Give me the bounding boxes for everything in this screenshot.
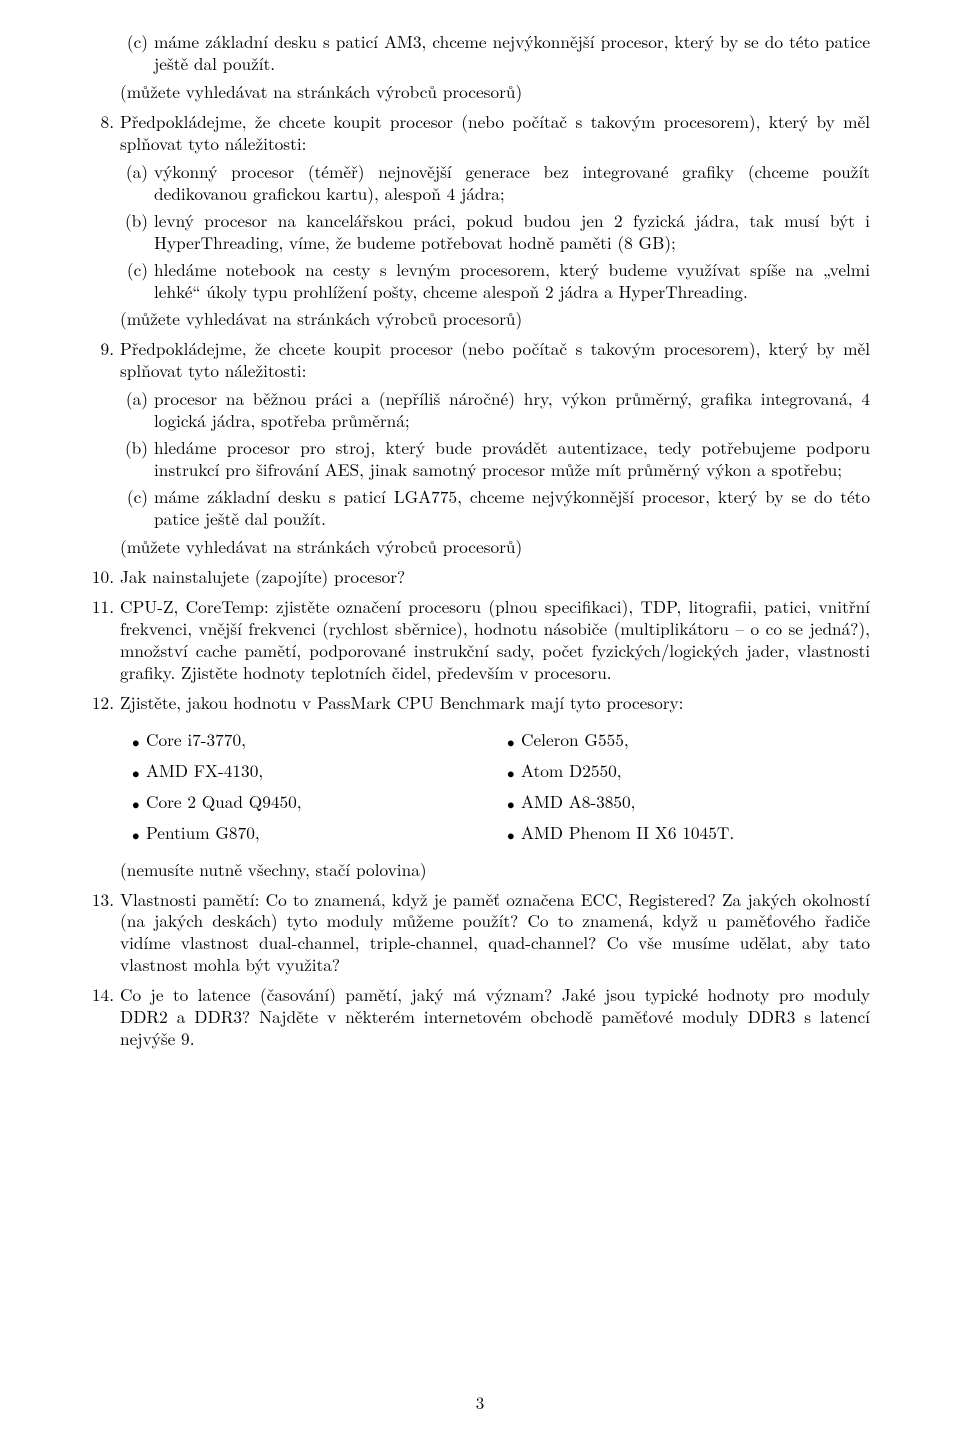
cpu-col-left: Core i7-3770, AMD FX-4130, Core 2 Quad Q… — [120, 721, 495, 854]
cpu-left-2: Core 2 Quad Q9450, — [120, 792, 495, 814]
num-11: 11. — [82, 597, 114, 619]
cpu-right-2: AMD A8-3850, — [495, 792, 870, 814]
note-7: (můžete vyhledávat na stránkách výrobců … — [120, 82, 870, 104]
num-12: 12. — [82, 693, 114, 715]
num-8: 8. — [82, 112, 114, 134]
page-number: 3 — [0, 1392, 960, 1414]
intro-12: Zjistěte, jakou hodnotu v PassMark CPU B… — [120, 691, 683, 715]
label-9b: (b) — [118, 438, 148, 460]
cpu-right-0: Celeron G555, — [495, 730, 870, 752]
item-9b: (b) hledáme procesor pro stroj, který bu… — [120, 438, 870, 482]
num-13: 13. — [82, 890, 114, 912]
note-9: (můžete vyhledávat na stránkách výrobců … — [120, 537, 870, 559]
text-8b: levný procesor na kancelářskou práci, po… — [154, 209, 870, 255]
cpu-left-3: Pentium G870, — [120, 823, 495, 845]
label-9c: (c) — [118, 487, 148, 509]
item-11: 11. CPU-Z, CoreTemp: zjistěte označení p… — [90, 597, 870, 685]
num-14: 14. — [82, 985, 114, 1007]
cpu-left-1: AMD FX-4130, — [120, 761, 495, 783]
text-14: Co je to latence (časování) pamětí, jaký… — [120, 983, 870, 1051]
label-7c: (c) — [118, 32, 148, 54]
text-9b: hledáme procesor pro stroj, který bude p… — [154, 436, 870, 482]
num-9: 9. — [82, 339, 114, 361]
item-9a: (a) procesor na běžnou práci a (nepříliš… — [120, 389, 870, 433]
item-8: 8. Předpokládejme, že chcete koupit proc… — [90, 112, 870, 332]
note-12: (nemusíte nutně všechny, stačí polovina) — [120, 860, 870, 882]
note-8: (můžete vyhledávat na stránkách výrobců … — [120, 309, 870, 331]
label-8a: (a) — [118, 162, 148, 184]
text-8c: hledáme notebook na cesty s levným proce… — [154, 258, 870, 304]
text-7c: máme základní desku s paticí AM3, chceme… — [154, 30, 870, 76]
cpu-col-right: Celeron G555, Atom D2550, AMD A8-3850, A… — [495, 721, 870, 854]
text-13: Vlastnosti pamětí: Co to znamená, když j… — [120, 888, 870, 978]
label-9a: (a) — [118, 389, 148, 411]
text-11: CPU-Z, CoreTemp: zjistěte označení proce… — [120, 595, 870, 685]
label-8b: (b) — [118, 211, 148, 233]
cpu-right-3: AMD Phenom II X6 1045T. — [495, 823, 870, 845]
item-8c: (c) hledáme notebook na cesty s levným p… — [120, 260, 870, 304]
cpu-right-1: Atom D2550, — [495, 761, 870, 783]
item-12: 12. Zjistěte, jakou hodnotu v PassMark C… — [90, 693, 870, 882]
intro-8: Předpokládejme, že chcete koupit proceso… — [120, 110, 870, 156]
text-10: Jak nainstalujete (zapojíte) procesor? — [120, 565, 405, 589]
item-7-tail: (c) máme základní desku s paticí AM3, ch… — [90, 32, 870, 104]
intro-9: Předpokládejme, že chcete koupit proceso… — [120, 337, 870, 383]
cpu-left-0: Core i7-3770, — [120, 730, 495, 752]
document-page: (c) máme základní desku s paticí AM3, ch… — [0, 0, 960, 1436]
text-9c: máme základní desku s paticí LGA775, chc… — [154, 485, 870, 531]
item-13: 13. Vlastnosti pamětí: Co to znamená, kd… — [90, 890, 870, 978]
item-8b: (b) levný procesor na kancelářskou práci… — [120, 211, 870, 255]
main-list: (c) máme základní desku s paticí AM3, ch… — [90, 32, 870, 1051]
item-9c: (c) máme základní desku s paticí LGA775,… — [120, 487, 870, 531]
cpu-columns: Core i7-3770, AMD FX-4130, Core 2 Quad Q… — [120, 721, 870, 854]
item-10: 10. Jak nainstalujete (zapojíte) proceso… — [90, 567, 870, 589]
text-9a: procesor na běžnou práci a (nepříliš nár… — [154, 387, 870, 433]
item-7c: (c) máme základní desku s paticí AM3, ch… — [120, 32, 870, 76]
label-8c: (c) — [118, 260, 148, 282]
text-8a: výkonný procesor (téměř) nejnovější gene… — [154, 160, 870, 206]
item-9: 9. Předpokládejme, že chcete koupit proc… — [90, 339, 870, 559]
num-10: 10. — [82, 567, 114, 589]
item-8a: (a) výkonný procesor (téměř) nejnovější … — [120, 162, 870, 206]
item-14: 14. Co je to latence (časování) pamětí, … — [90, 985, 870, 1051]
